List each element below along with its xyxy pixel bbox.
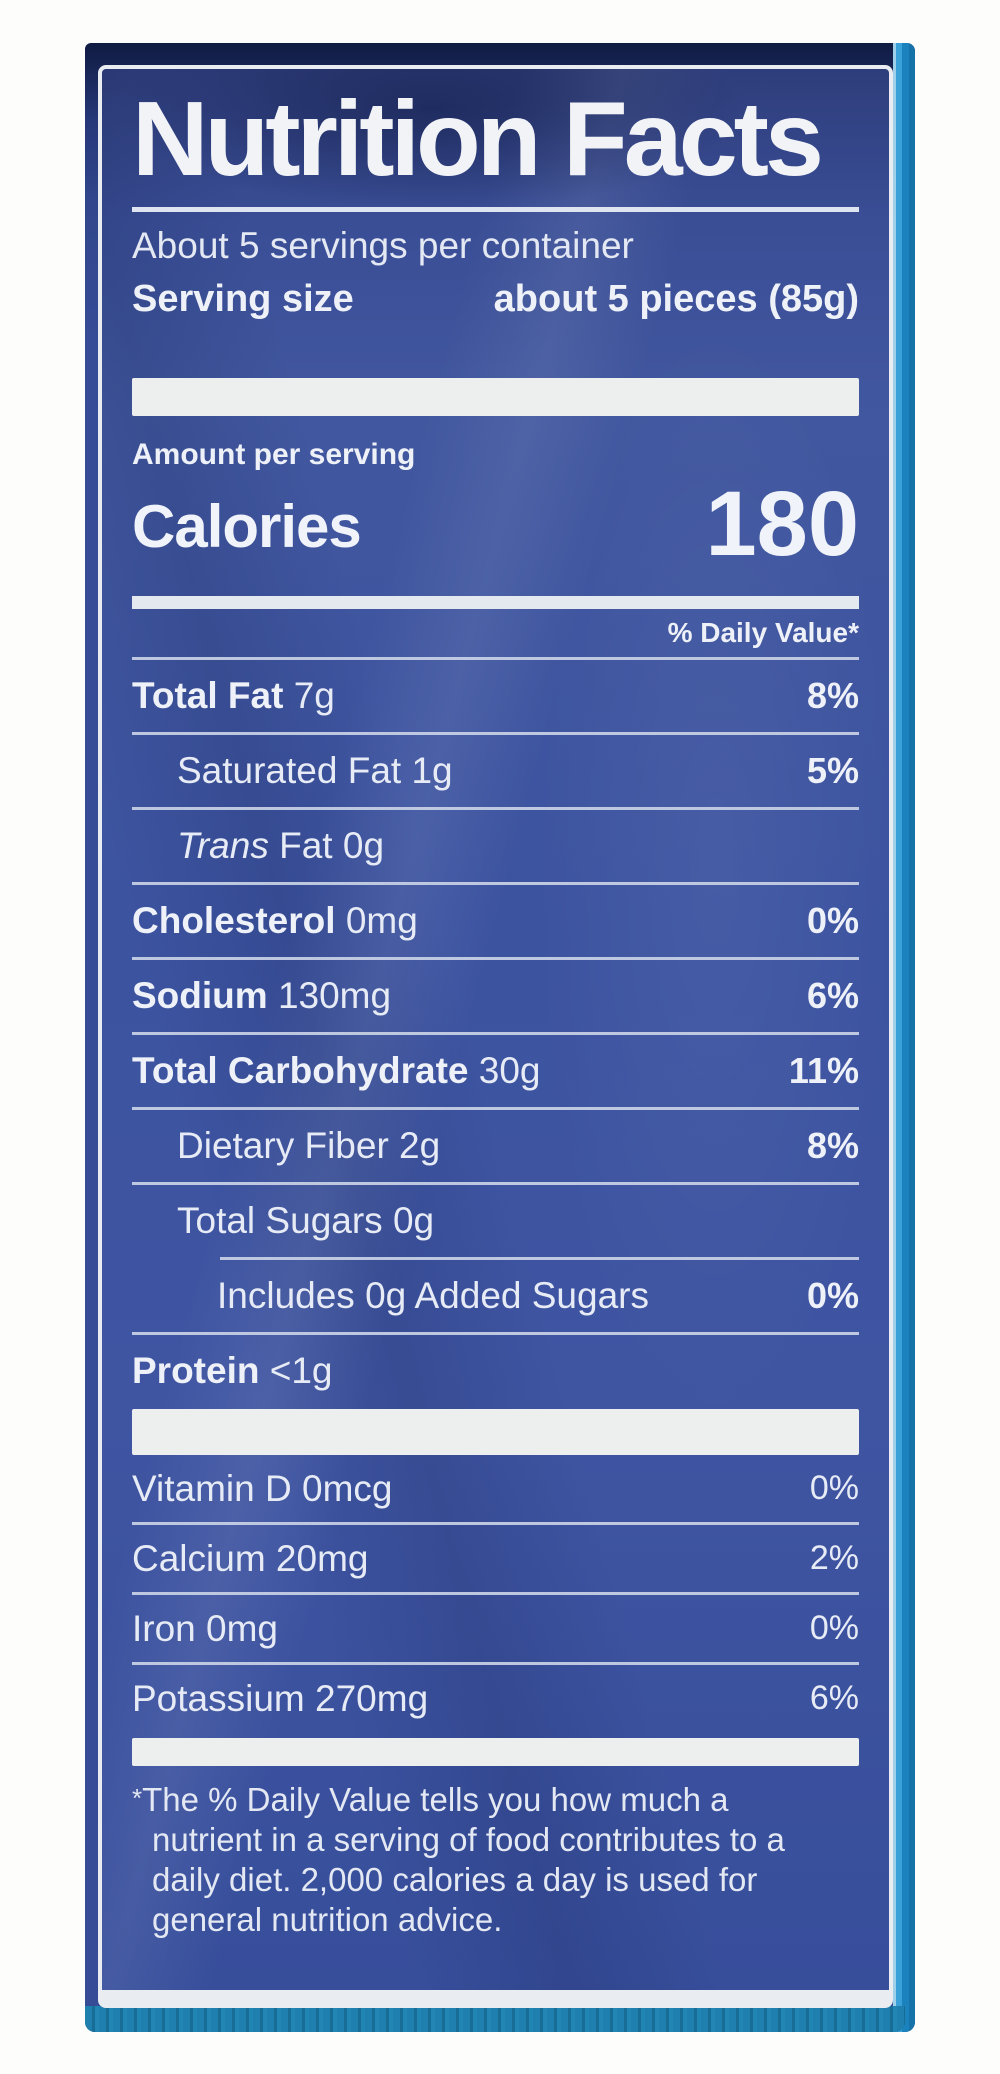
nutrient-amount: Saturated Fat 1g xyxy=(177,750,453,791)
calories-value: 180 xyxy=(705,473,860,575)
nutrient-row-sodium: Sodium 130mg 6% xyxy=(132,960,859,1032)
nutrient-row-total-carbohydrate: Total Carbohydrate 30g 11% xyxy=(132,1035,859,1107)
panel-title: Nutrition Facts xyxy=(132,80,824,198)
package-bottom-edge xyxy=(85,2006,905,2032)
hairline-divider xyxy=(132,882,859,885)
hairline-divider xyxy=(132,1332,859,1335)
nutrition-facts-content: Nutrition Facts About 5 servings per con… xyxy=(102,85,889,1968)
nutrient-row-trans-fat: Trans Fat 0g xyxy=(132,810,859,882)
amount-per-serving-label: Amount per serving xyxy=(132,438,416,471)
nutrient-row-total-sugars: Total Sugars 0g xyxy=(132,1185,859,1257)
hairline-divider xyxy=(132,657,859,660)
vitamin-row-vitamin-d: Vitamin D 0mcg 0% xyxy=(132,1455,859,1522)
serving-size-label: Serving size xyxy=(132,278,354,320)
hairline-divider xyxy=(132,1107,859,1110)
nutrient-amount: Fat 0g xyxy=(268,825,385,866)
daily-value-header: % Daily Value* xyxy=(667,617,859,648)
nutrient-name: Total Fat xyxy=(132,675,284,716)
calories-row: Calories 180 xyxy=(132,476,859,570)
medium-divider xyxy=(132,596,859,609)
nutrient-row-total-fat: Total Fat 7g 8% xyxy=(132,660,859,732)
nutrient-amount: 30g xyxy=(468,1050,541,1091)
daily-value: 8% xyxy=(806,675,859,716)
hairline-divider xyxy=(132,807,859,810)
thick-divider xyxy=(132,1409,859,1455)
daily-value: 6% xyxy=(806,975,859,1016)
nutrient-amount: 7g xyxy=(283,675,335,716)
nutrient-row-added-sugars: Includes 0g Added Sugars 0% xyxy=(132,1260,859,1332)
daily-value: 0% xyxy=(806,900,859,941)
hairline-divider xyxy=(132,1032,859,1035)
daily-value: 0% xyxy=(806,1275,859,1316)
calories-label: Calories xyxy=(132,493,362,560)
daily-value: 0% xyxy=(809,1609,859,1647)
hairline-divider xyxy=(132,1662,859,1665)
food-package: Nutrition Facts About 5 servings per con… xyxy=(85,43,915,2032)
serving-size-value: about 5 pieces (85g) xyxy=(493,278,859,320)
hairline-divider xyxy=(132,1522,859,1525)
nutrient-row-protein: Protein <1g xyxy=(132,1335,859,1407)
daily-value: 0% xyxy=(809,1469,859,1507)
vitamin-name: Potassium 270mg xyxy=(132,1677,429,1719)
footnote-asterisk: * xyxy=(132,1783,143,1813)
hairline-divider xyxy=(132,1182,859,1185)
nutrient-amount: Includes 0g Added Sugars xyxy=(217,1275,649,1316)
daily-value: 5% xyxy=(806,750,859,791)
vitamin-name: Vitamin D 0mcg xyxy=(132,1467,393,1509)
thick-divider xyxy=(132,378,859,416)
nutrient-name: Cholesterol xyxy=(132,900,336,941)
nutrient-amount: Total Sugars 0g xyxy=(177,1200,435,1241)
nutrition-facts-panel: Nutrition Facts About 5 servings per con… xyxy=(98,65,893,2008)
hairline-divider xyxy=(220,1257,859,1260)
hairline-divider xyxy=(132,957,859,960)
nutrient-amount: Dietary Fiber 2g xyxy=(177,1125,441,1166)
nutrient-amount: 0mg xyxy=(335,900,418,941)
nutrient-row-dietary-fiber: Dietary Fiber 2g 8% xyxy=(132,1110,859,1182)
nutrient-row-saturated-fat: Saturated Fat 1g 5% xyxy=(132,735,859,807)
footnote-text: The % Daily Value tells you how much a n… xyxy=(142,1781,785,1938)
divider xyxy=(132,207,859,212)
daily-value: 2% xyxy=(809,1539,859,1577)
nutrient-amount: <1g xyxy=(259,1350,333,1391)
nutrient-amount: 130mg xyxy=(267,975,392,1016)
hairline-divider xyxy=(132,732,859,735)
thick-divider xyxy=(132,1738,859,1766)
vitamin-name: Iron 0mg xyxy=(132,1607,279,1649)
vitamin-row-potassium: Potassium 270mg 6% xyxy=(132,1665,859,1732)
vitamin-row-calcium: Calcium 20mg 2% xyxy=(132,1525,859,1592)
nutrient-name-italic: Trans xyxy=(177,825,269,866)
serving-size-row: Serving size about 5 pieces (85g) xyxy=(132,272,859,326)
nutrient-row-cholesterol: Cholesterol 0mg 0% xyxy=(132,885,859,957)
nutrient-name: Total Carbohydrate xyxy=(132,1050,469,1091)
daily-value-footnote: *The % Daily Value tells you how much a … xyxy=(132,1778,859,1968)
package-right-edge xyxy=(893,43,915,2032)
hairline-divider xyxy=(132,1592,859,1595)
nutrient-name: Sodium xyxy=(132,975,268,1016)
daily-value: 8% xyxy=(806,1125,859,1166)
daily-value: 11% xyxy=(788,1050,859,1091)
nutrient-name: Protein xyxy=(132,1350,260,1391)
vitamin-name: Calcium 20mg xyxy=(132,1537,369,1579)
vitamin-row-iron: Iron 0mg 0% xyxy=(132,1595,859,1662)
daily-value: 6% xyxy=(809,1679,859,1717)
servings-per-container: About 5 servings per container xyxy=(132,225,634,266)
